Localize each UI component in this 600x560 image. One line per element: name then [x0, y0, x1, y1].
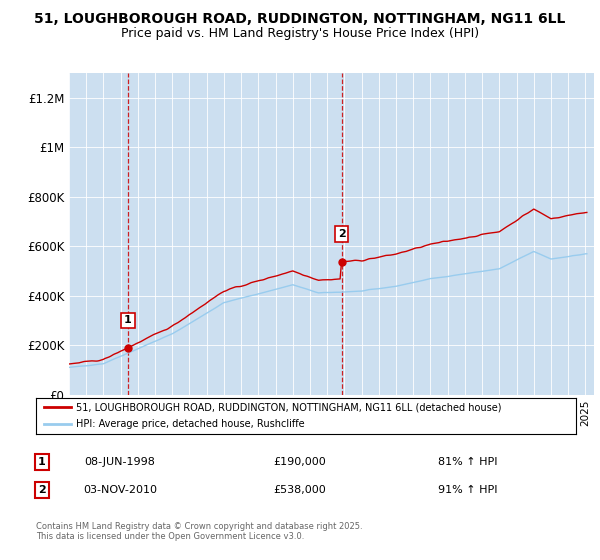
Text: 1: 1 — [38, 457, 46, 467]
Text: 51, LOUGHBOROUGH ROAD, RUDDINGTON, NOTTINGHAM, NG11 6LL: 51, LOUGHBOROUGH ROAD, RUDDINGTON, NOTTI… — [34, 12, 566, 26]
Text: £538,000: £538,000 — [274, 485, 326, 495]
Text: Price paid vs. HM Land Registry's House Price Index (HPI): Price paid vs. HM Land Registry's House … — [121, 27, 479, 40]
Text: 91% ↑ HPI: 91% ↑ HPI — [438, 485, 498, 495]
Text: 2: 2 — [38, 485, 46, 495]
Text: 51, LOUGHBOROUGH ROAD, RUDDINGTON, NOTTINGHAM, NG11 6LL (detached house): 51, LOUGHBOROUGH ROAD, RUDDINGTON, NOTTI… — [77, 403, 502, 412]
Text: Contains HM Land Registry data © Crown copyright and database right 2025.
This d: Contains HM Land Registry data © Crown c… — [36, 522, 362, 542]
Text: 1: 1 — [124, 315, 132, 325]
Text: 81% ↑ HPI: 81% ↑ HPI — [438, 457, 498, 467]
Text: 2: 2 — [338, 229, 346, 239]
Text: 08-JUN-1998: 08-JUN-1998 — [85, 457, 155, 467]
Text: HPI: Average price, detached house, Rushcliffe: HPI: Average price, detached house, Rush… — [77, 419, 305, 429]
Text: £190,000: £190,000 — [274, 457, 326, 467]
Text: 03-NOV-2010: 03-NOV-2010 — [83, 485, 157, 495]
